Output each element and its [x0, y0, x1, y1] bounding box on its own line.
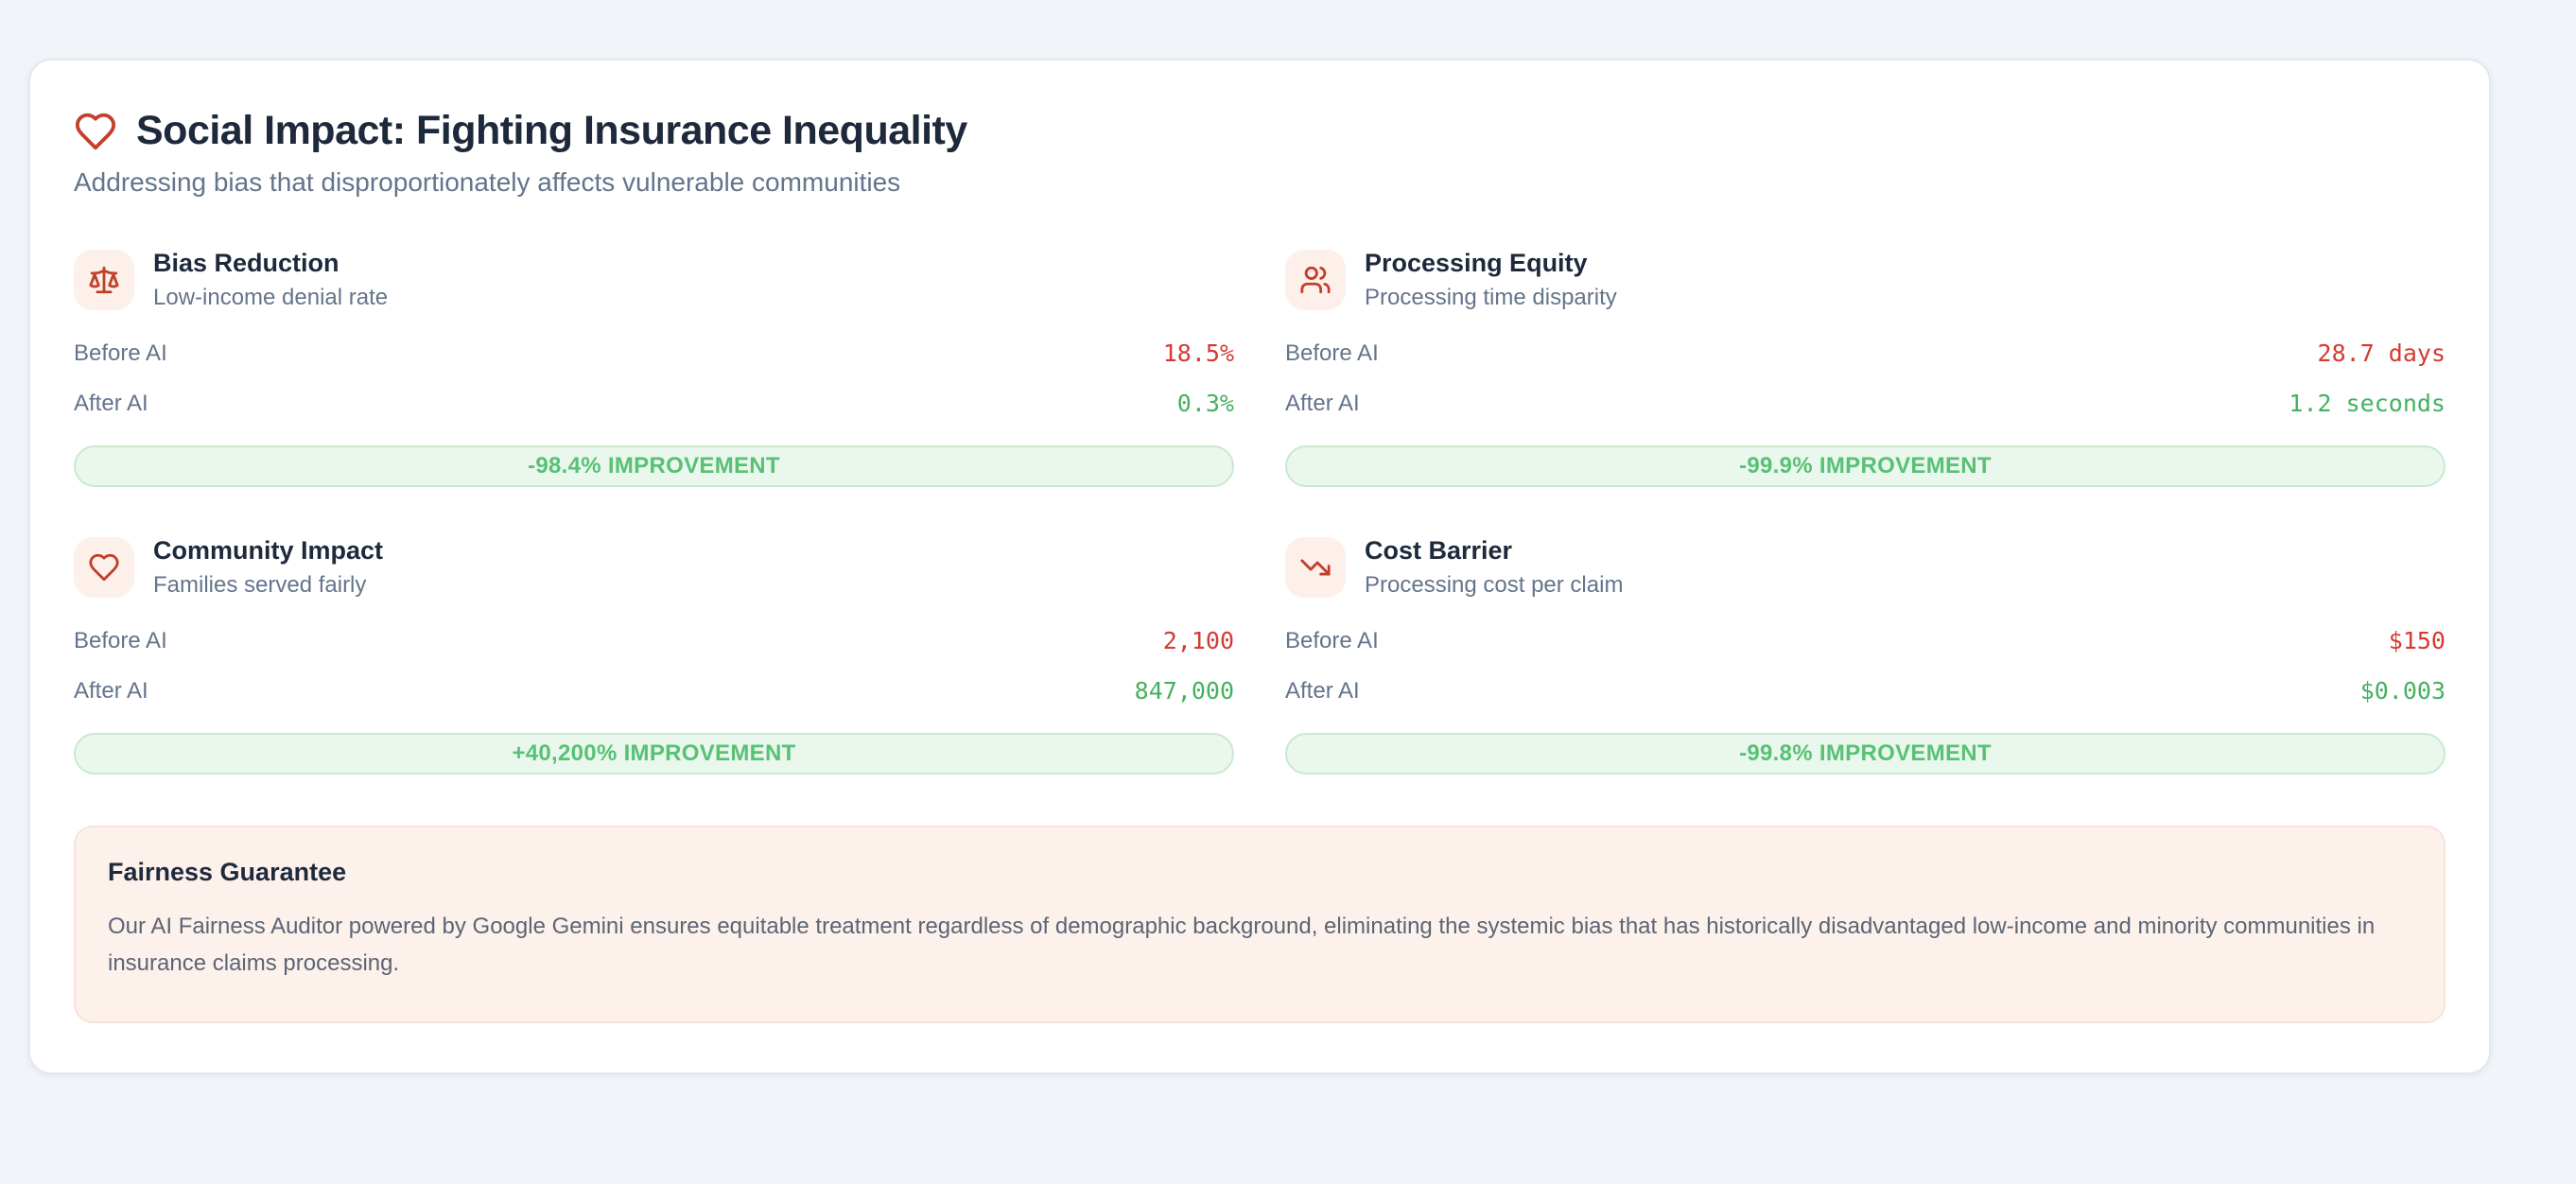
after-ai-row: After AI 847,000 [74, 666, 1234, 716]
before-ai-row: Before AI 28.7 days [1285, 328, 2445, 378]
metric-header: Cost Barrier Processing cost per claim [1285, 536, 2445, 599]
metrics-grid: Bias Reduction Low-income denial rate Be… [74, 249, 2445, 775]
before-ai-label: Before AI [1285, 627, 1379, 653]
improvement-badge: +40,200% IMPROVEMENT [74, 733, 1234, 775]
metric-rows: Before AI $150 After AI $0.003 [1285, 616, 2445, 716]
after-ai-label: After AI [1285, 390, 1360, 416]
before-ai-label: Before AI [74, 340, 167, 366]
after-ai-value: 0.3% [1176, 390, 1234, 417]
metric-title: Bias Reduction [153, 249, 339, 277]
after-ai-row: After AI 0.3% [74, 378, 1234, 428]
metric-card-processing-equity: Processing Equity Processing time dispar… [1285, 249, 2445, 487]
metric-card-bias-reduction: Bias Reduction Low-income denial rate Be… [74, 249, 1234, 487]
before-ai-value: 18.5% [1162, 340, 1234, 367]
metric-rows: Before AI 18.5% After AI 0.3% [74, 328, 1234, 428]
metric-title: Processing Equity [1365, 249, 1588, 277]
after-ai-row: After AI $0.003 [1285, 666, 2445, 716]
scale-icon [74, 250, 134, 310]
before-ai-value: 28.7 days [2317, 340, 2445, 367]
page-subtitle: Addressing bias that disproportionately … [74, 167, 901, 197]
trending-down-icon [1285, 537, 1346, 598]
metric-subtitle: Processing cost per claim [1365, 572, 1624, 598]
metric-rows: Before AI 28.7 days After AI 1.2 seconds [1285, 328, 2445, 428]
before-ai-label: Before AI [1285, 340, 1379, 366]
fairness-guarantee-box: Fairness Guarantee Our AI Fairness Audit… [74, 826, 2445, 1023]
after-ai-value: 847,000 [1134, 677, 1234, 705]
fairness-title: Fairness Guarantee [108, 858, 347, 886]
metric-rows: Before AI 2,100 After AI 847,000 [74, 616, 1234, 716]
fairness-body: Our AI Fairness Auditor powered by Googl… [108, 914, 2376, 976]
social-impact-panel: Social Impact: Fighting Insurance Inequa… [28, 59, 2491, 1074]
after-ai-label: After AI [74, 390, 148, 416]
improvement-badge: -99.8% IMPROVEMENT [1285, 733, 2445, 775]
after-ai-label: After AI [1285, 677, 1360, 704]
before-ai-row: Before AI 2,100 [74, 616, 1234, 666]
improvement-badge: -98.4% IMPROVEMENT [74, 445, 1234, 487]
before-ai-value: 2,100 [1162, 627, 1234, 654]
after-ai-value: 1.2 seconds [2289, 390, 2445, 417]
after-ai-label: After AI [74, 677, 148, 704]
metric-subtitle: Processing time disparity [1365, 285, 1617, 310]
users-icon [1285, 250, 1346, 310]
metric-subtitle: Low-income denial rate [153, 285, 389, 310]
metric-title: Cost Barrier [1365, 536, 1513, 565]
metric-header: Bias Reduction Low-income denial rate [74, 249, 1234, 311]
metric-titles: Bias Reduction Low-income denial rate [153, 249, 388, 311]
heart-icon [74, 110, 117, 153]
metric-header: Community Impact Families served fairly [74, 536, 1234, 599]
before-ai-row: Before AI 18.5% [74, 328, 1234, 378]
metric-titles: Processing Equity Processing time dispar… [1365, 249, 1617, 311]
page-title: Social Impact: Fighting Insurance Inequa… [136, 108, 967, 153]
panel-header: Social Impact: Fighting Insurance Inequa… [74, 108, 2445, 154]
metric-title: Community Impact [153, 536, 384, 565]
before-ai-label: Before AI [74, 627, 167, 653]
metric-titles: Community Impact Families served fairly [153, 536, 383, 599]
metric-titles: Cost Barrier Processing cost per claim [1365, 536, 1623, 599]
after-ai-row: After AI 1.2 seconds [1285, 378, 2445, 428]
heart-icon [74, 537, 134, 598]
metric-card-cost-barrier: Cost Barrier Processing cost per claim B… [1285, 536, 2445, 775]
improvement-badge: -99.9% IMPROVEMENT [1285, 445, 2445, 487]
metric-card-community-impact: Community Impact Families served fairly … [74, 536, 1234, 775]
after-ai-value: $0.003 [2359, 677, 2445, 705]
metric-header: Processing Equity Processing time dispar… [1285, 249, 2445, 311]
metric-subtitle: Families served fairly [153, 572, 367, 598]
before-ai-value: $150 [2388, 627, 2445, 654]
before-ai-row: Before AI $150 [1285, 616, 2445, 666]
